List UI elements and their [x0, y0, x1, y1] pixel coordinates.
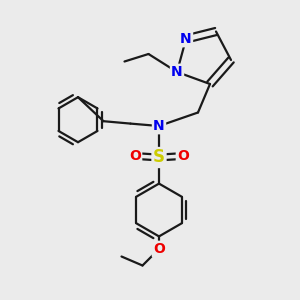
Text: O: O — [129, 149, 141, 163]
Text: O: O — [153, 242, 165, 256]
Text: N: N — [180, 32, 192, 46]
Text: S: S — [153, 148, 165, 166]
Text: N: N — [171, 65, 183, 79]
Text: N: N — [153, 119, 165, 133]
Text: O: O — [177, 149, 189, 163]
